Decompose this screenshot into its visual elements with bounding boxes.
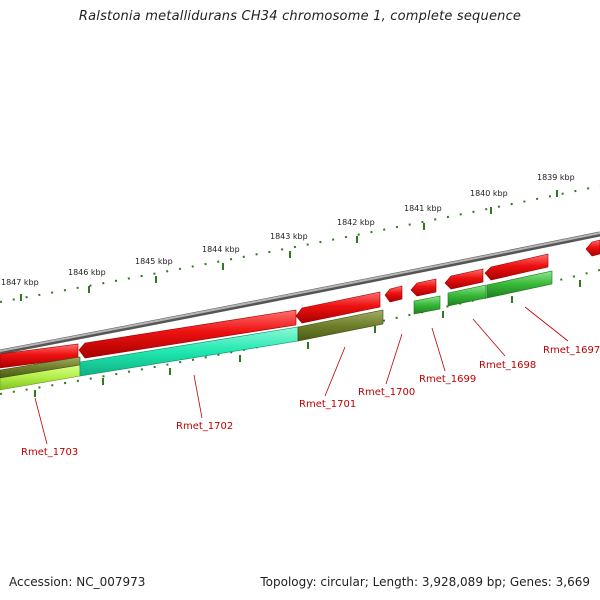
genome-summary-text: Topology: circular; Length: 3,928,089 bp… bbox=[260, 575, 590, 589]
tick-label: 1840 kbp bbox=[470, 189, 508, 198]
map-title: Ralstonia metallidurans CH34 chromosome … bbox=[78, 9, 522, 24]
gene-block-rmet-1699-green[interactable] bbox=[413, 295, 441, 315]
gene-labels: Rmet_1703 Rmet_1702 Rmet_1701 Rmet_1700 … bbox=[21, 345, 600, 458]
gene-arrow-rmet-1700-fwd[interactable] bbox=[384, 285, 403, 303]
label-leader-lines bbox=[34, 306, 569, 445]
gene-arrow-next-fwd[interactable] bbox=[585, 239, 600, 257]
gene-arrow-rmet-1699-fwd[interactable] bbox=[410, 278, 437, 297]
gene-label-rmet-1699[interactable]: Rmet_1699 bbox=[419, 374, 476, 385]
tick-label: 1841 kbp bbox=[404, 204, 442, 213]
outer-major-ticks bbox=[20, 190, 558, 301]
gene-label-rmet-1697[interactable]: Rmet_1697 bbox=[543, 345, 600, 356]
gene-block-rmet-1701-olive[interactable] bbox=[297, 309, 384, 342]
forward-strand-genes bbox=[0, 239, 600, 369]
gene-arrow-rmet-1697-fwd[interactable] bbox=[484, 253, 549, 281]
accession-text: Accession: NC_007973 bbox=[9, 575, 146, 589]
gene-label-rmet-1702[interactable]: Rmet_1702 bbox=[176, 421, 233, 432]
chromosome-backbone-highlight bbox=[0, 232, 600, 352]
gene-arrow-rmet-1702-fwd[interactable] bbox=[78, 309, 297, 359]
tick-label: 1847 kbp bbox=[1, 278, 39, 287]
gene-arrow-rmet-1701-fwd[interactable] bbox=[295, 291, 381, 324]
gene-label-rmet-1700[interactable]: Rmet_1700 bbox=[358, 387, 415, 398]
tick-label: 1844 kbp bbox=[202, 245, 240, 254]
gene-label-rmet-1703[interactable]: Rmet_1703 bbox=[21, 447, 78, 458]
tick-label: 1842 kbp bbox=[337, 218, 375, 227]
tick-label: 1839 kbp bbox=[537, 173, 575, 182]
tick-labels: 1847 kbp 1846 kbp 1845 kbp 1844 kbp 1843… bbox=[1, 173, 575, 287]
inner-major-ticks bbox=[34, 280, 581, 397]
gene-arrow-rmet-1698-fwd[interactable] bbox=[444, 268, 484, 290]
gene-label-rmet-1701[interactable]: Rmet_1701 bbox=[299, 399, 356, 410]
tick-label: 1843 kbp bbox=[270, 232, 308, 241]
gene-block-rmet-1697-green[interactable] bbox=[486, 270, 553, 299]
gene-block-rmet-1698-green[interactable] bbox=[447, 284, 487, 307]
reverse-strand-genes bbox=[0, 270, 553, 391]
gene-label-rmet-1698[interactable]: Rmet_1698 bbox=[479, 360, 536, 371]
tick-label: 1845 kbp bbox=[135, 257, 173, 266]
tick-label: 1846 kbp bbox=[68, 268, 106, 277]
